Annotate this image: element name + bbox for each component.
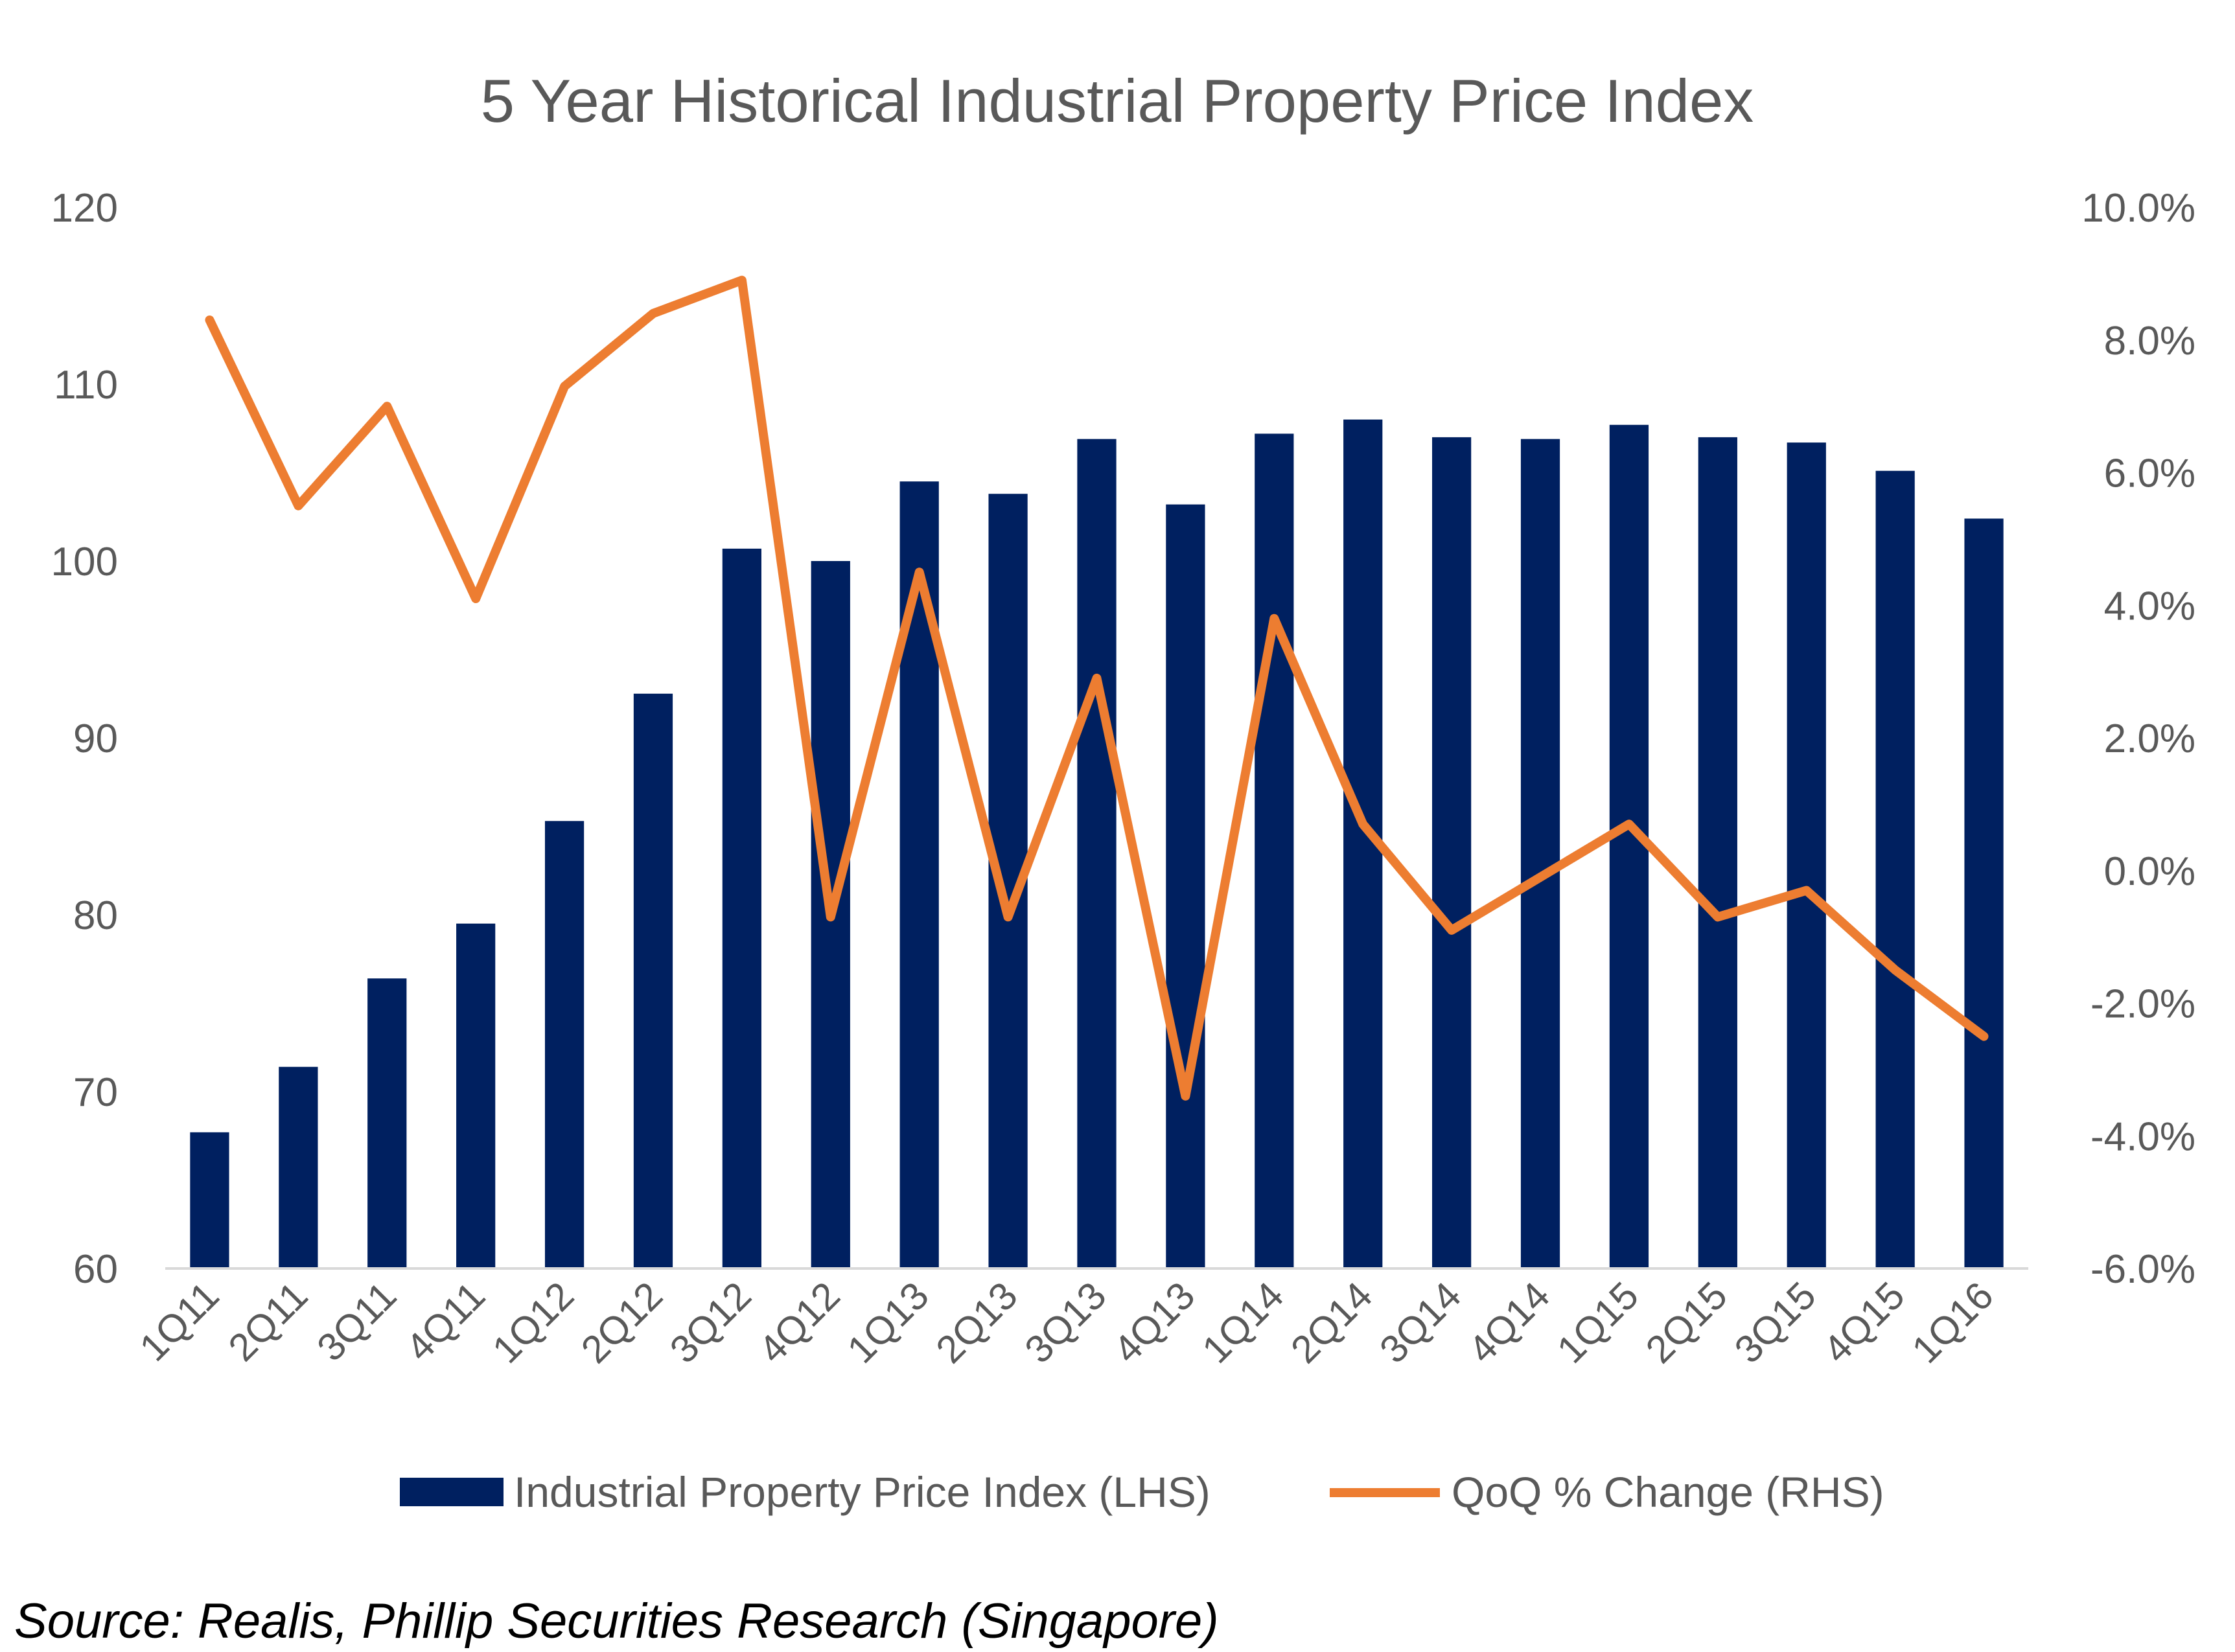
legend: Industrial Property Price Index (LHS) Qo…	[400, 1468, 1884, 1516]
bar	[1787, 442, 1826, 1268]
right-tick-label: 0.0%	[2104, 849, 2195, 894]
x-tick-label: 1Q14	[1194, 1274, 1291, 1371]
chart-title: 5 Year Historical Industrial Property Pr…	[481, 67, 1754, 135]
bar	[1432, 437, 1472, 1268]
right-tick-label: -2.0%	[2090, 982, 2195, 1027]
right-tick-label: 6.0%	[2104, 452, 2195, 496]
legend-label-bar: Industrial Property Price Index (LHS)	[514, 1468, 1210, 1516]
bar	[899, 481, 939, 1268]
bar	[633, 693, 673, 1268]
x-tick-label: 3Q15	[1726, 1274, 1824, 1371]
bar	[1609, 424, 1649, 1268]
bar	[1964, 518, 2004, 1268]
x-tick-label: 2Q15	[1638, 1274, 1735, 1371]
left-tick-label: 100	[51, 540, 118, 584]
right-axis-ticks: -6.0% -4.0% -2.0% 0.0% 2.0% 4.0% 6.0% 8.0% 10.0%	[2081, 186, 2195, 1292]
bar	[544, 821, 585, 1268]
bar	[1520, 439, 1560, 1268]
x-tick-label: 4Q12	[750, 1274, 848, 1371]
x-tick-label: 4Q13	[1105, 1274, 1203, 1371]
bar	[367, 978, 407, 1268]
legend-swatch-bar	[400, 1478, 504, 1506]
bar	[1166, 504, 1205, 1268]
bar	[1875, 470, 1915, 1268]
left-tick-label: 80	[73, 893, 118, 938]
x-tick-label: 3Q12	[662, 1274, 759, 1371]
x-tick-label: 1Q12	[484, 1274, 582, 1371]
x-tick-label: 1Q11	[132, 1274, 227, 1370]
series-line	[205, 275, 1989, 1101]
bar	[279, 1066, 318, 1268]
bar	[190, 1132, 229, 1268]
x-tick-label: 4Q15	[1815, 1274, 1913, 1371]
bar	[1698, 437, 1737, 1268]
bar	[456, 923, 496, 1268]
right-tick-label: 2.0%	[2104, 717, 2195, 761]
left-tick-label: 110	[54, 363, 118, 407]
x-tick-label: 2Q11	[220, 1274, 316, 1370]
bar	[1255, 433, 1294, 1269]
legend-label-line: QoQ % Change (RHS)	[1452, 1468, 1884, 1516]
left-tick-label: 70	[73, 1070, 118, 1115]
left-tick-label: 120	[51, 186, 118, 231]
right-tick-label: 10.0%	[2081, 186, 2195, 231]
x-axis-ticks: 1Q112Q113Q114Q111Q122Q123Q124Q121Q132Q13…	[132, 1274, 2002, 1371]
right-tick-label: -4.0%	[2090, 1114, 2195, 1159]
line-series	[205, 275, 1989, 1101]
left-tick-label: 60	[73, 1247, 118, 1292]
x-tick-label: 3Q11	[308, 1274, 404, 1370]
right-tick-label: -6.0%	[2090, 1247, 2195, 1292]
x-tick-label: 4Q14	[1460, 1274, 1558, 1371]
right-tick-label: 4.0%	[2104, 584, 2195, 628]
bar-series	[190, 419, 2004, 1269]
left-axis-ticks: 60 70 80 90 100 110 120	[51, 186, 118, 1292]
x-tick-label: 2Q14	[1282, 1274, 1380, 1371]
right-tick-label: 8.0%	[2104, 319, 2195, 363]
source-note: Source: Realis, Phillip Securities Resea…	[14, 1594, 1219, 1649]
x-tick-label: 2Q13	[928, 1274, 1026, 1371]
x-tick-label: 2Q12	[573, 1274, 671, 1371]
x-tick-label: 1Q16	[1904, 1274, 2002, 1371]
x-tick-label: 3Q14	[1371, 1274, 1469, 1371]
left-tick-label: 90	[73, 717, 118, 761]
x-tick-label: 1Q13	[839, 1274, 937, 1371]
x-tick-label: 4Q11	[397, 1274, 493, 1370]
x-tick-label: 1Q15	[1549, 1274, 1647, 1371]
bar	[1077, 439, 1117, 1268]
bar	[722, 548, 761, 1268]
x-tick-label: 3Q13	[1017, 1274, 1115, 1371]
